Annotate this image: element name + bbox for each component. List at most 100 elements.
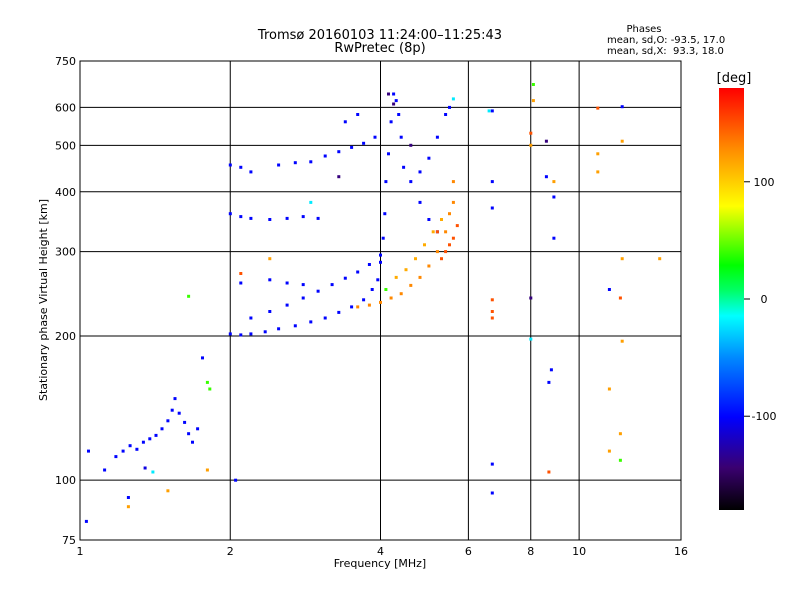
data-point [529, 337, 533, 341]
data-point [208, 387, 212, 391]
data-point [239, 272, 243, 275]
data-point [451, 180, 455, 184]
data-point [356, 270, 360, 274]
colorbar-label: [deg] [717, 71, 752, 86]
data-point [205, 380, 209, 384]
data-point [187, 432, 191, 436]
chart-title: Tromsø 20160103 11:24:00–11:25:43 [257, 28, 502, 43]
data-point [544, 175, 548, 179]
data-point [170, 408, 174, 412]
data-point [490, 316, 494, 320]
data-point [547, 380, 551, 384]
data-point [440, 218, 443, 221]
data-point [166, 419, 170, 423]
data-point [343, 120, 347, 124]
data-point [148, 437, 152, 441]
data-point [402, 165, 406, 169]
data-point [379, 300, 382, 304]
data-point [423, 243, 426, 247]
data-point [394, 99, 398, 103]
data-point [384, 180, 388, 184]
data-point [435, 135, 439, 139]
data-point [370, 288, 374, 291]
data-point [427, 156, 431, 160]
data-point [285, 281, 289, 285]
data-point [490, 310, 494, 313]
y-tick-label: 100 [55, 474, 76, 487]
data-point [121, 449, 125, 453]
data-point [552, 195, 556, 199]
data-point [228, 163, 232, 167]
data-point [205, 468, 209, 472]
data-point [191, 440, 194, 444]
colorbar-tick-label: 0 [761, 293, 768, 306]
data-point [596, 170, 600, 174]
x-tick-label: 1 [77, 545, 84, 558]
data-point [173, 397, 177, 401]
colorbar-ticks: 100 0 -100 [744, 176, 776, 423]
data-point [249, 216, 253, 220]
data-point [618, 458, 622, 462]
y-tick-label: 750 [55, 55, 76, 68]
x-tick-label: 4 [377, 545, 384, 558]
data-point [330, 283, 334, 287]
x-tick-label: 8 [527, 545, 534, 558]
data-point [618, 296, 622, 300]
y-tick-label: 400 [55, 186, 76, 199]
colorbar-tick-label: -100 [752, 410, 777, 423]
data-point [239, 333, 243, 337]
data-point [309, 320, 313, 324]
data-point [392, 92, 396, 96]
colorbar-tick-label: 100 [754, 176, 775, 189]
y-tick-label: 75 [62, 534, 76, 547]
data-point [444, 230, 448, 234]
data-point [337, 310, 341, 314]
x-axis-ticks: 1 2 4 6 8 10 16 [77, 545, 689, 558]
data-point [596, 106, 600, 110]
y-tick-label: 600 [55, 101, 76, 114]
data-point [166, 489, 170, 493]
data-point [114, 455, 118, 459]
data-point [620, 257, 624, 261]
data-point [183, 420, 187, 424]
data-point [544, 139, 548, 143]
data-point [529, 296, 533, 300]
data-point [389, 120, 393, 124]
data-point [373, 135, 377, 139]
colorbar [719, 88, 744, 510]
data-point [448, 105, 451, 109]
data-point [177, 411, 181, 415]
data-point [399, 135, 403, 139]
data-point [143, 466, 147, 470]
x-tick-label: 6 [465, 545, 472, 558]
data-point [529, 131, 533, 135]
data-point [451, 236, 455, 240]
data-point [234, 478, 238, 482]
data-point [350, 305, 354, 309]
data-point [301, 283, 305, 287]
data-point [201, 356, 204, 360]
phases-title: Phases [626, 24, 661, 35]
data-point [607, 387, 611, 391]
data-point [268, 218, 272, 221]
data-point [418, 275, 422, 279]
grid-lines [80, 61, 681, 540]
data-point [277, 327, 281, 331]
phases-line-o: mean, sd,O: -93.5, 17.0 [607, 35, 725, 46]
data-point [239, 281, 243, 285]
data-point [249, 332, 253, 336]
data-point [444, 250, 448, 254]
chart-subtitle: RwPretec (8p) [334, 41, 425, 56]
data-point [531, 83, 535, 86]
data-point [362, 141, 366, 145]
data-point [268, 257, 272, 261]
data-point [343, 276, 347, 280]
data-point [239, 215, 243, 219]
data-point [126, 496, 130, 499]
data-point [362, 298, 366, 302]
data-point [552, 236, 556, 240]
data-point [277, 163, 281, 167]
data-point [547, 470, 551, 474]
data-point [316, 289, 320, 293]
data-point [379, 260, 382, 264]
